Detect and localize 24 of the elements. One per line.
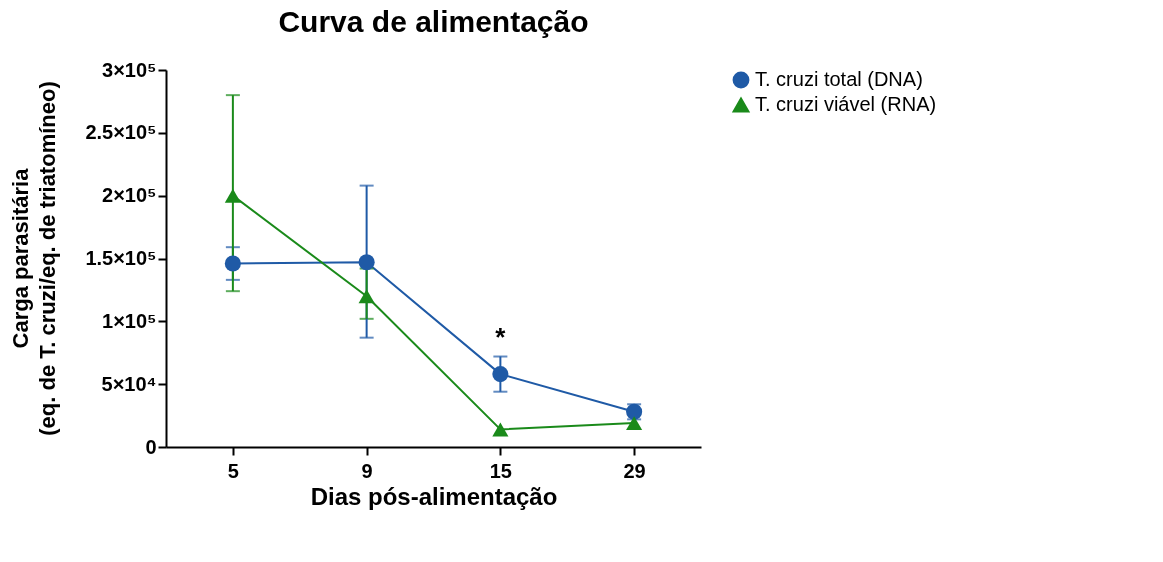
point — [224, 255, 241, 272]
y-tick-label: 2.5×10⁵ — [85, 121, 157, 144]
x-tick-label: 15 — [489, 459, 512, 482]
y-tick-label: 2×10⁵ — [102, 184, 157, 207]
x-tick-label: 5 — [227, 459, 239, 482]
y-tick-label: 1×10⁵ — [102, 309, 157, 332]
point — [492, 366, 509, 383]
point — [358, 289, 375, 304]
point — [358, 254, 375, 271]
point — [224, 188, 241, 203]
y-tick-label: 3×10⁵ — [102, 58, 157, 81]
chart-title: Curva de alimentação — [278, 5, 589, 38]
x-tick-label: 29 — [623, 459, 646, 482]
legend-label: T. cruzi total (DNA) — [755, 68, 923, 90]
y-tick-label: 1.5×10⁵ — [85, 247, 157, 269]
y-axis-title: Carga parasitária (eq. de T. cruzi/eq. de triatomíneo) — [8, 81, 60, 436]
point — [492, 422, 509, 437]
point — [626, 416, 643, 431]
y-tick-label: 0 — [145, 435, 157, 458]
legend-label: T. cruzi viável (RNA) — [755, 93, 937, 115]
x-axis-title: Dias pós-alimentação — [310, 482, 558, 510]
y-tick-label: 5×10⁴ — [101, 372, 157, 395]
annotation: * — [495, 322, 507, 352]
x-tick-label: 9 — [361, 459, 373, 482]
